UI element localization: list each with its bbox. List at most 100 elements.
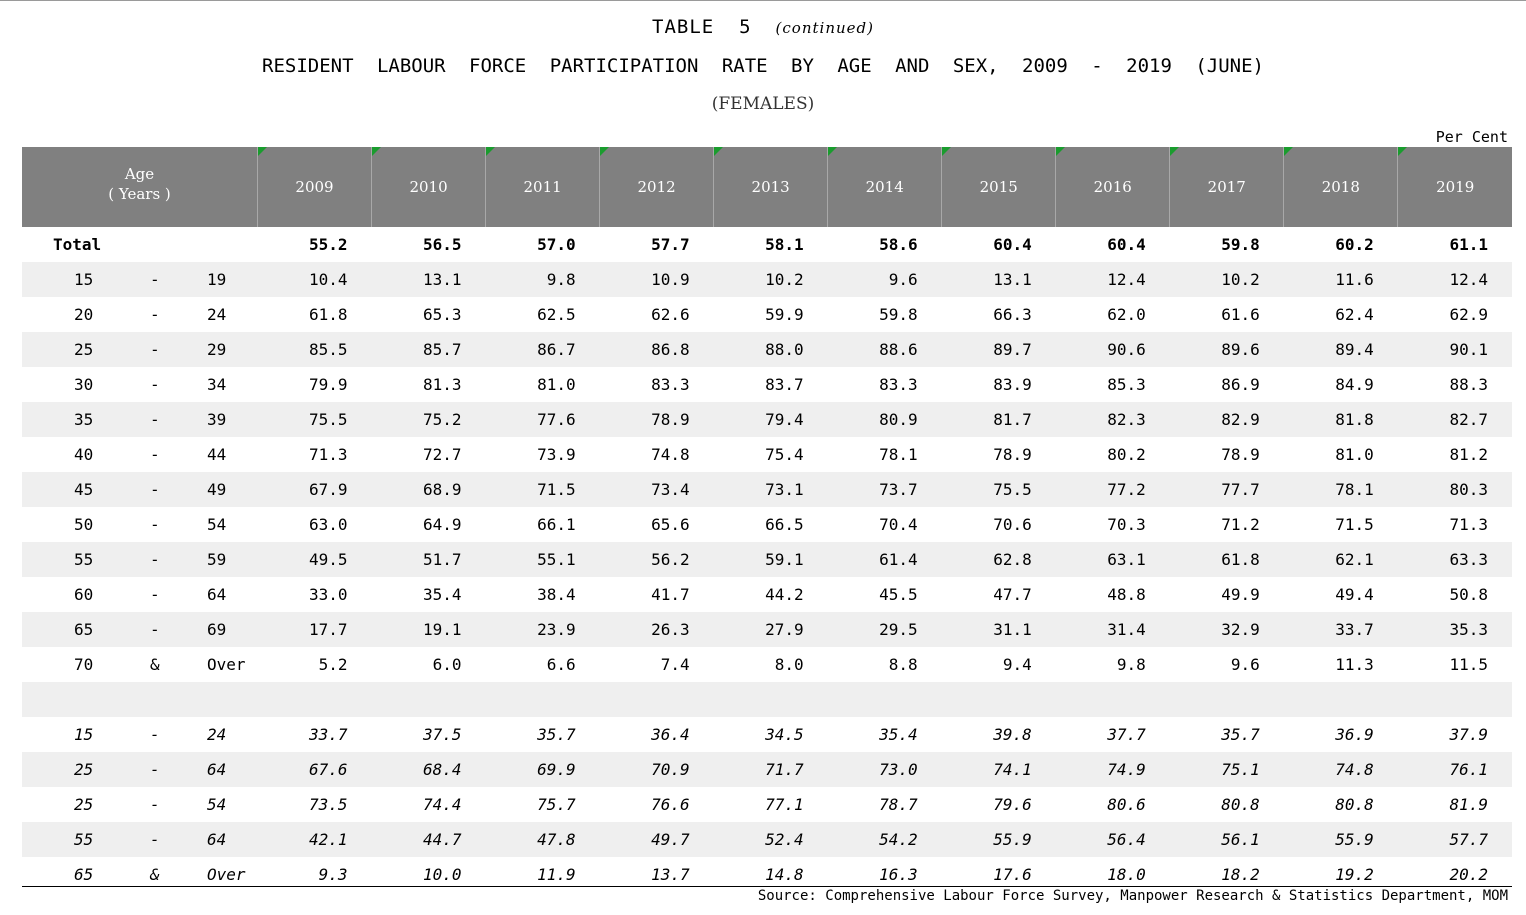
- age-from: 15: [74, 270, 94, 289]
- rate-cell: 65.3: [423, 305, 462, 324]
- rate-cell: 8.0: [774, 655, 804, 674]
- comment-marker-icon: [372, 147, 382, 156]
- year-label: 2011: [523, 178, 562, 196]
- age-separator: -: [150, 445, 160, 464]
- rate-cell: 85.5: [257, 332, 372, 367]
- rate-cell: 75.2: [371, 402, 486, 437]
- rate-cell: 88.3: [1449, 375, 1488, 394]
- rate-cell: 79.4: [713, 402, 828, 437]
- rate-cell: 71.5: [485, 472, 600, 507]
- rate-cell: 71.5: [1335, 515, 1374, 534]
- rate-cell: 56.4: [1055, 822, 1170, 857]
- comment-marker-icon: [942, 147, 952, 156]
- table-label: TABLE 5: [652, 16, 752, 38]
- age-group-cell: Total: [22, 227, 258, 262]
- rate-cell: 80.8: [1335, 795, 1374, 814]
- age-separator: -: [150, 305, 160, 324]
- rate-cell: 77.2: [1055, 472, 1170, 507]
- rate-cell: 82.3: [1055, 402, 1170, 437]
- age-header-line1: Age: [124, 165, 155, 183]
- age-to: 69: [207, 620, 227, 639]
- rate-cell: [599, 682, 714, 717]
- rate-cell: 48.8: [1107, 585, 1146, 604]
- rate-cell: 13.1: [941, 262, 1056, 297]
- rate-cell: 27.9: [713, 612, 828, 647]
- rate-cell: 11.5: [1449, 655, 1488, 674]
- rate-cell: 71.2: [1221, 515, 1260, 534]
- rate-cell: 39.8: [993, 725, 1032, 744]
- rate-cell: 9.3: [318, 865, 348, 884]
- age-group-cell: 30 - 34: [22, 367, 258, 402]
- age-separator: -: [150, 375, 160, 394]
- age-from: 20: [74, 305, 94, 324]
- rate-cell: [257, 682, 372, 717]
- year-label: 2015: [979, 178, 1018, 196]
- rate-cell: 81.9: [1449, 795, 1488, 814]
- year-label: 2013: [751, 178, 790, 196]
- rate-cell: 74.8: [651, 445, 690, 464]
- year-label: 2016: [1093, 178, 1132, 196]
- rate-cell: 56.2: [599, 542, 714, 577]
- age-to: 59: [207, 550, 227, 569]
- rate-cell: 70.6: [993, 515, 1032, 534]
- age-group-cell: 20 - 24: [22, 297, 258, 332]
- age-separator: -: [150, 795, 160, 814]
- rate-cell: 74.1: [941, 752, 1056, 787]
- age-group-cell: 50 - 54: [22, 507, 258, 542]
- age-from: 35: [74, 410, 94, 429]
- rate-cell: 63.1: [1055, 542, 1170, 577]
- rate-cell: 6.6: [546, 655, 576, 674]
- age-to: 54: [207, 515, 227, 534]
- comment-marker-icon: [1056, 147, 1066, 156]
- rate-cell: 63.3: [1397, 542, 1512, 577]
- rate-cell: [713, 682, 828, 717]
- rate-cell: 73.9: [537, 445, 576, 464]
- rate-cell: 10.4: [257, 262, 372, 297]
- rate-cell: 77.6: [485, 402, 600, 437]
- rate-cell: 19.2: [1335, 865, 1374, 884]
- age-from: 65: [74, 620, 94, 639]
- rate-cell: 67.9: [257, 472, 372, 507]
- rate-cell: 36.4: [651, 725, 690, 744]
- rate-cell: 84.9: [1335, 375, 1374, 394]
- rate-cell: 47.7: [993, 585, 1032, 604]
- rate-cell: 68.4: [371, 752, 486, 787]
- comment-marker-icon: [258, 147, 267, 156]
- age-separator: -: [150, 760, 160, 779]
- age-from: 45: [74, 480, 94, 499]
- age-group-cell: 55 - 59: [22, 542, 258, 577]
- rate-cell: 34.5: [765, 725, 804, 744]
- rate-cell: 73.1: [713, 472, 828, 507]
- rate-cell: 70.4: [879, 515, 918, 534]
- rate-cell: 59.9: [765, 305, 804, 324]
- table-row: 35-39 75.5 75.2 77.6 78.9 79.4 80.9 81.7 82.3 82.…: [22, 402, 1512, 437]
- rate-cell: 45.5: [879, 585, 918, 604]
- rate-cell: 90.1: [1397, 332, 1512, 367]
- rate-cell: [941, 682, 1056, 717]
- rate-cell: 75.1: [1169, 752, 1284, 787]
- rate-cell: 8.8: [888, 655, 918, 674]
- rate-cell: [371, 682, 486, 717]
- rate-cell: 73.0: [827, 752, 942, 787]
- rate-cell: 90.6: [1055, 332, 1170, 367]
- rate-cell: 71.7: [713, 752, 828, 787]
- rate-cell: 32.9: [1169, 612, 1284, 647]
- year-column-header: 2009: [256, 147, 372, 227]
- rate-cell: 83.3: [651, 375, 690, 394]
- rate-cell: 56.5: [423, 235, 462, 254]
- age-from: 25: [74, 340, 94, 359]
- rate-cell: 59.8: [1221, 235, 1260, 254]
- age-to: 34: [207, 375, 227, 394]
- age-to: 29: [207, 340, 227, 359]
- table-row: 25 - 64 67.6 68.4 69.9 70.9 71.7 73.0 74.1 74.9 75.…: [22, 752, 1512, 787]
- table-row: 50 - 54 63.0 64.9 66.1 65.6 66.5 70.4 70.6 70.3 71.…: [22, 507, 1512, 542]
- rate-cell: 7.4: [660, 655, 690, 674]
- rate-cell: 61.6: [1221, 305, 1260, 324]
- rate-cell: 81.2: [1449, 445, 1488, 464]
- rate-cell: 64.9: [423, 515, 462, 534]
- rate-cell: 58.1: [765, 235, 804, 254]
- rate-cell: 33.7: [309, 725, 348, 744]
- rate-cell: 81.0: [1335, 445, 1374, 464]
- rate-cell: 12.4: [1055, 262, 1170, 297]
- data-table: Age ( Years ) 2009 2010 2011 2012 2013 2014 20…: [22, 147, 1512, 892]
